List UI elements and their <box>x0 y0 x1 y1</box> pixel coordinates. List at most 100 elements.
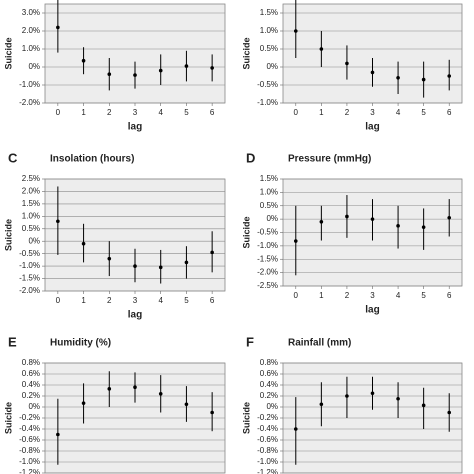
y-tick-label: 2.0% <box>22 26 40 35</box>
point <box>421 403 426 408</box>
x-tick-label: 6 <box>447 108 452 117</box>
point <box>158 265 163 270</box>
y-tick-label: -0.5% <box>257 80 278 89</box>
y-tick-label: -0.6% <box>19 435 40 444</box>
x-tick-label: 2 <box>107 108 112 117</box>
point <box>345 61 349 66</box>
y-axis-label: Suicide <box>3 219 13 251</box>
x-tick-label: 6 <box>447 291 452 300</box>
y-tick-label: 1.0% <box>22 211 40 220</box>
y-tick-label: -0.8% <box>257 446 278 455</box>
point <box>370 70 375 75</box>
y-axis-label: Suicide <box>241 37 251 69</box>
point <box>56 432 60 437</box>
x-tick-label: 3 <box>133 296 138 305</box>
point <box>421 225 426 229</box>
x-tick-label: 5 <box>421 108 426 117</box>
y-tick-label: 0% <box>28 402 40 411</box>
y-tick-label: 0% <box>28 62 40 71</box>
x-tick-label: 2 <box>345 291 350 300</box>
point <box>56 219 60 224</box>
y-tick-label: -1.0% <box>19 457 40 466</box>
point <box>56 25 60 30</box>
x-tick-label: 5 <box>184 296 189 305</box>
point <box>133 73 137 77</box>
point <box>293 239 298 243</box>
y-tick-label: -0.6% <box>257 435 278 444</box>
y-tick-label: 0% <box>266 214 278 223</box>
y-tick-label: -2.0% <box>257 268 278 277</box>
y-tick-label: 0.8% <box>260 358 278 367</box>
y-tick-label: 0.5% <box>22 224 40 233</box>
chart-title: Humidity (%) <box>50 338 111 349</box>
x-axis-label: lag <box>128 310 142 321</box>
y-axis-label: Suicide <box>3 37 13 69</box>
y-tick-label: 0% <box>266 62 278 71</box>
y-tick-label: -0.4% <box>257 424 278 433</box>
y-tick-label: -0.5% <box>257 228 278 237</box>
x-tick-label: 5 <box>184 108 189 117</box>
y-tick-label: -0.2% <box>257 413 278 422</box>
y-tick-label: -1.5% <box>19 274 40 283</box>
y-tick-label: -0.2% <box>19 413 40 422</box>
y-tick-label: 2.0% <box>22 187 40 196</box>
y-tick-label: -0.4% <box>19 424 40 433</box>
x-tick-label: 0 <box>56 296 61 305</box>
point <box>81 401 86 405</box>
x-tick-label: 2 <box>345 108 350 117</box>
panel-label: C <box>8 150 18 165</box>
x-tick-label: 5 <box>421 291 426 300</box>
y-tick-label: 0.6% <box>260 369 278 378</box>
y-tick-label: -1.2% <box>257 468 278 474</box>
y-tick-label: 0.4% <box>22 380 40 389</box>
y-tick-label: 0% <box>28 236 40 245</box>
plot-area <box>282 3 463 104</box>
x-tick-label: 1 <box>81 296 86 305</box>
y-tick-label: -2.0% <box>19 286 40 295</box>
y-tick-label: 1.5% <box>260 174 278 183</box>
x-tick-label: 1 <box>319 108 324 117</box>
x-tick-label: 6 <box>210 296 215 305</box>
point <box>345 214 349 219</box>
point <box>184 260 189 265</box>
x-tick-label: 0 <box>294 291 299 300</box>
point <box>421 77 426 82</box>
x-tick-label: 4 <box>158 108 163 117</box>
point <box>184 64 189 68</box>
y-tick-label: 0.2% <box>260 391 278 400</box>
point <box>447 215 452 220</box>
y-tick-label: -1.0% <box>257 98 278 107</box>
y-tick-label: 2.5% <box>22 174 40 183</box>
y-tick-label: 0.6% <box>22 369 40 378</box>
point <box>133 385 137 390</box>
point <box>319 47 324 51</box>
y-tick-label: 1.0% <box>22 44 40 53</box>
point <box>158 392 163 396</box>
x-tick-label: 0 <box>294 108 299 117</box>
x-tick-label: 1 <box>81 108 86 117</box>
y-tick-label: 0.8% <box>22 358 40 367</box>
y-tick-label: 1.5% <box>260 8 278 17</box>
point <box>396 76 400 80</box>
y-tick-label: 3.0% <box>22 8 40 17</box>
x-tick-label: 3 <box>370 291 375 300</box>
y-tick-label: 0.4% <box>260 380 278 389</box>
x-tick-label: 4 <box>396 108 401 117</box>
y-axis-label: Suicide <box>3 402 13 434</box>
point <box>107 72 112 76</box>
y-tick-label: -1.0% <box>257 457 278 466</box>
x-tick-label: 4 <box>158 296 163 305</box>
y-tick-label: -1.0% <box>257 241 278 250</box>
x-tick-label: 4 <box>396 291 401 300</box>
point <box>81 58 86 63</box>
chart-title: Rainfall (mm) <box>288 338 351 349</box>
point <box>293 29 298 33</box>
y-tick-label: 0.5% <box>260 44 278 53</box>
point <box>319 402 324 407</box>
y-tick-label: -1.5% <box>257 254 278 263</box>
point <box>210 410 214 415</box>
y-axis-label: Suicide <box>241 402 251 434</box>
point <box>184 402 189 407</box>
y-tick-label: 1.5% <box>22 199 40 208</box>
y-tick-label: 1.0% <box>260 187 278 196</box>
